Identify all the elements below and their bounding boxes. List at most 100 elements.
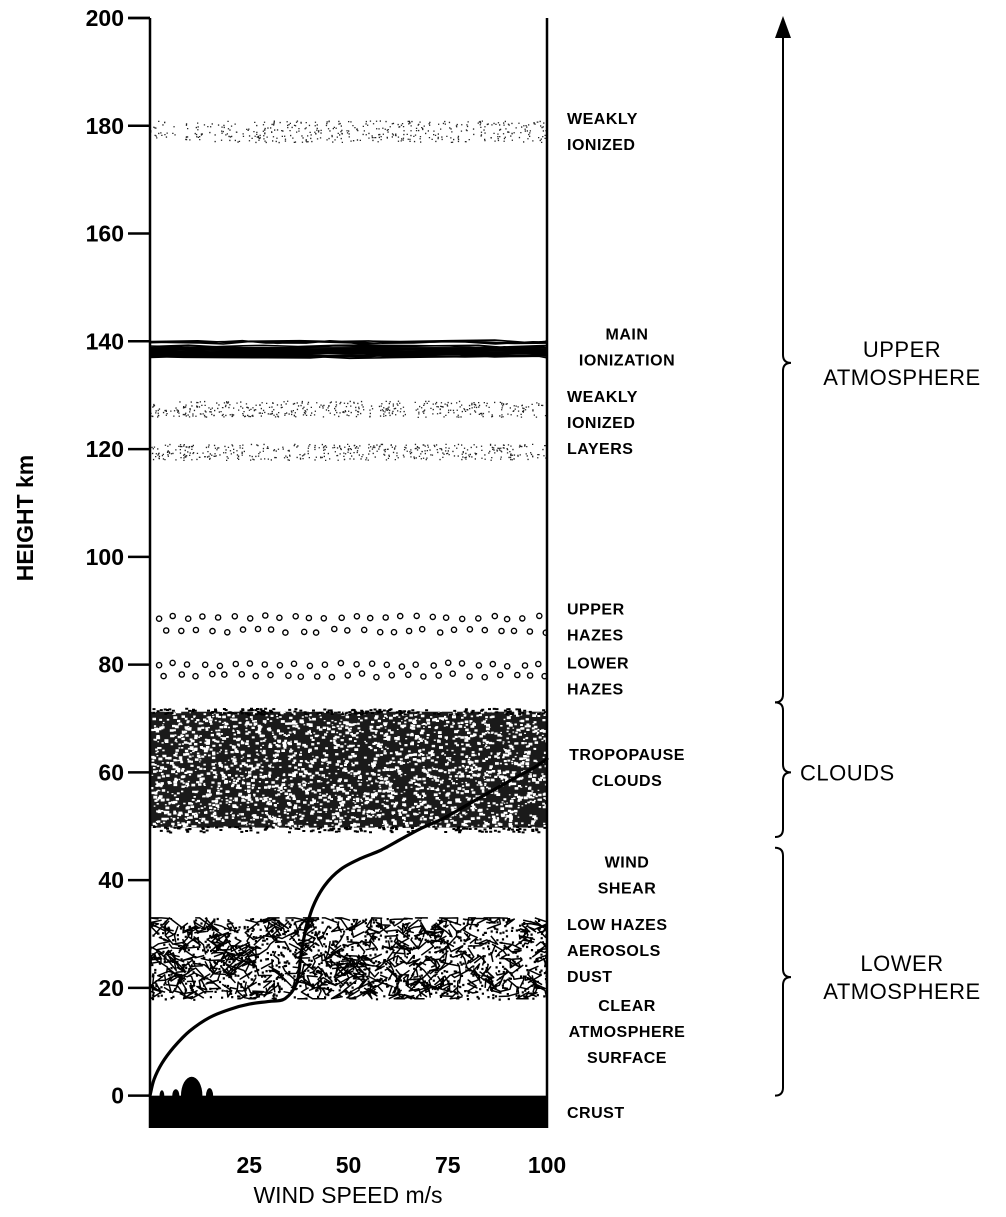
haze-particle xyxy=(368,660,376,668)
haze-particle xyxy=(276,662,284,669)
haze-particle xyxy=(358,670,366,677)
haze-particle xyxy=(155,615,163,623)
layer-main-ionization xyxy=(150,339,547,360)
haze-particle xyxy=(474,615,482,622)
atmosphere-layers xyxy=(150,120,547,1001)
haze-particle xyxy=(475,662,483,669)
layer-label-weakly-ionized-layers: WEAKLY xyxy=(567,389,638,406)
haze-particle xyxy=(396,612,404,620)
haze-particle xyxy=(300,628,308,636)
haze-particle xyxy=(183,661,191,668)
haze-particle xyxy=(420,673,427,680)
haze-particle xyxy=(305,614,313,622)
y-tick-label: 160 xyxy=(86,221,124,247)
haze-particle xyxy=(201,661,209,669)
haze-particle xyxy=(292,613,300,620)
haze-particle xyxy=(444,659,452,667)
haze-particle xyxy=(388,672,396,679)
haze-particle xyxy=(297,673,305,681)
region-label-lower-atmosphere: LOWER xyxy=(860,951,943,976)
haze-particle xyxy=(276,614,283,622)
arrow-up-icon xyxy=(775,16,791,38)
haze-particle xyxy=(160,672,167,680)
layer-label-upper-hazes: UPPER xyxy=(567,601,625,618)
x-tick-label: 75 xyxy=(435,1152,461,1178)
haze-particle xyxy=(344,672,352,679)
ionization-strokes xyxy=(150,339,547,360)
y-axis-title: HEIGHT km xyxy=(12,455,38,582)
cloud-speckle xyxy=(150,707,547,834)
haze-particle xyxy=(208,670,216,678)
layer-label-low-hazes-aerosols-dust: AEROSOLS xyxy=(567,943,661,960)
haze-particle xyxy=(321,661,329,669)
haze-particle xyxy=(184,615,192,623)
layer-crust xyxy=(150,1095,547,1128)
haze-particle xyxy=(449,670,457,678)
crust-bump xyxy=(205,1088,214,1104)
haze-particle xyxy=(435,672,443,679)
crust-bump xyxy=(159,1090,165,1102)
haze-particle xyxy=(312,629,320,636)
haze-particle xyxy=(254,625,262,633)
haze-particle xyxy=(526,628,534,635)
haze-particle xyxy=(526,672,534,679)
region-bracket xyxy=(774,846,792,1097)
layer-label-low-hazes-aerosols-dust: LOW HAZES xyxy=(567,917,668,934)
haze-particle xyxy=(466,673,473,680)
layer-label-weakly-ionized: IONIZED xyxy=(567,137,635,154)
haze-particle xyxy=(498,627,505,635)
layer-label-tropopause-clouds: CLOUDS xyxy=(592,773,663,790)
haze-particle xyxy=(214,614,222,621)
haze-particle xyxy=(306,662,314,670)
haze-particle xyxy=(481,673,489,681)
layer-label-crust: CRUST xyxy=(567,1105,625,1122)
haze-particle xyxy=(231,613,239,620)
haze-particle xyxy=(404,671,412,679)
haze-particle xyxy=(246,615,254,622)
haze-particle xyxy=(521,662,529,669)
haze-particle xyxy=(285,672,292,680)
haze-particle xyxy=(252,672,259,680)
y-tick-label: 0 xyxy=(111,1083,124,1109)
layer-label-lower-hazes: HAZES xyxy=(567,681,624,698)
layer-label-low-hazes-aerosols-dust: DUST xyxy=(567,969,613,986)
region-bracket xyxy=(774,32,792,704)
layer-label-clear-atmosphere-surface: ATMOSPHERE xyxy=(569,1024,686,1041)
layer-labels: WEAKLY IONIZED MAIN IONIZATION WEAKLY IONIZED… xyxy=(567,111,685,1122)
layer-lower-hazes xyxy=(155,659,547,681)
haze-particle xyxy=(313,673,321,680)
haze-particle xyxy=(430,662,438,669)
haze-particle xyxy=(536,612,543,620)
y-tick-label: 60 xyxy=(98,759,124,785)
region-upper-atmosphere: UPPER ATMOSPHERE xyxy=(774,16,980,704)
region-brackets: UPPER ATMOSPHERE CLOUDS LOWER ATMOSPHERE xyxy=(774,16,980,1097)
x-tick-label: 100 xyxy=(528,1152,566,1178)
layer-weakly-ionized-layers xyxy=(150,443,547,461)
layer-label-upper-hazes: HAZES xyxy=(567,627,624,644)
haze-particle xyxy=(466,626,474,633)
layer-label-tropopause-clouds: TROPOPAUSE xyxy=(569,747,685,764)
layer-label-main-ionization: MAIN xyxy=(606,327,649,344)
haze-particle xyxy=(192,672,199,680)
region-lower-atmosphere: LOWER ATMOSPHERE xyxy=(774,846,980,1097)
layer-label-weakly-ionized-layers: LAYERS xyxy=(567,441,633,458)
haze-particle xyxy=(514,671,521,679)
y-tick-label: 140 xyxy=(86,328,124,354)
haze-particle xyxy=(209,627,216,635)
x-axis-title: WIND SPEED m/s xyxy=(253,1182,442,1208)
haze-particle xyxy=(178,671,186,678)
haze-particle xyxy=(216,662,224,670)
y-tick-label: 80 xyxy=(98,652,124,678)
layer-upper-hazes xyxy=(155,612,547,636)
layer-label-weakly-ionized-layers: IONIZED xyxy=(567,415,635,432)
haze-particle xyxy=(489,660,497,668)
haze-particle xyxy=(169,612,176,620)
layer-label-clear-atmosphere-surface: CLEAR xyxy=(598,998,656,1015)
haze-particle xyxy=(360,626,368,634)
haze-particle xyxy=(429,613,437,621)
haze-particle xyxy=(343,627,351,634)
haze-particle xyxy=(328,673,336,681)
haze-particle xyxy=(220,671,228,678)
haze-particle xyxy=(481,626,489,634)
haze-particle xyxy=(199,613,206,620)
